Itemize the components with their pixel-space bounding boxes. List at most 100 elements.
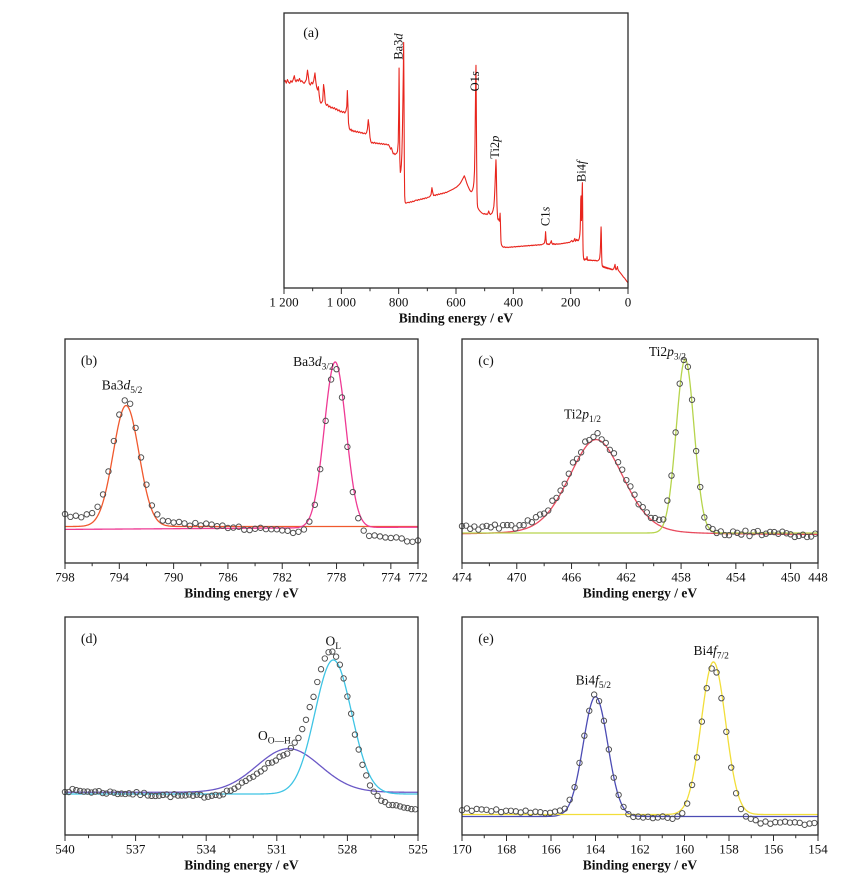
data-point xyxy=(625,810,632,818)
data-point xyxy=(581,732,588,739)
tick-label: 160 xyxy=(675,842,695,857)
data-point xyxy=(67,513,74,521)
peak-annotation: Ba3d xyxy=(392,33,406,60)
data-point xyxy=(725,531,733,539)
data-point xyxy=(639,503,646,511)
data-point xyxy=(370,788,377,795)
data-point xyxy=(325,649,332,656)
data-point xyxy=(557,487,564,494)
data-point xyxy=(571,784,578,791)
data-point xyxy=(99,789,106,797)
data-point xyxy=(310,693,317,700)
x-axis-ticks xyxy=(283,288,629,294)
data-point xyxy=(78,514,85,521)
tick-label: 466 xyxy=(562,570,582,585)
data-point xyxy=(84,788,91,795)
data-point xyxy=(276,753,283,760)
peak-label: Ti2p3/2 xyxy=(649,344,686,363)
data-point xyxy=(193,791,200,798)
data-point xyxy=(322,417,329,425)
data-point xyxy=(600,717,608,725)
data-point xyxy=(300,526,308,533)
data-point xyxy=(582,438,589,445)
data-point xyxy=(664,497,671,504)
tick-label: 600 xyxy=(446,295,466,310)
data-point xyxy=(155,792,163,799)
data-point xyxy=(306,518,313,525)
data-point xyxy=(742,527,749,534)
data-point xyxy=(746,532,753,540)
plot-frame xyxy=(64,338,419,564)
tick-label: 537 xyxy=(126,842,146,857)
data-point xyxy=(400,804,408,811)
data-point xyxy=(540,510,548,517)
data-point xyxy=(366,782,374,789)
data-point xyxy=(619,466,626,473)
data-point xyxy=(262,525,270,533)
data-point xyxy=(182,792,189,799)
data-point xyxy=(159,517,166,524)
tick-label: 790 xyxy=(164,570,184,585)
data-point xyxy=(590,433,597,441)
data-point xyxy=(701,514,708,521)
data-point xyxy=(462,522,470,529)
data-point xyxy=(479,523,486,530)
data-point xyxy=(693,754,701,761)
data-point xyxy=(235,783,242,790)
peak-label: Ti2p1/2 xyxy=(564,407,601,426)
data-point xyxy=(772,819,779,826)
data-point xyxy=(668,472,675,479)
data-point xyxy=(553,494,560,502)
data-point xyxy=(463,805,471,812)
data-point xyxy=(148,792,155,800)
data-point xyxy=(333,366,340,373)
data-point xyxy=(317,466,324,473)
data-point xyxy=(371,532,378,539)
data-point xyxy=(204,793,212,800)
panel-letter: (a) xyxy=(303,26,319,41)
data-point xyxy=(393,534,400,541)
data-point xyxy=(602,439,609,447)
data-point xyxy=(627,483,634,490)
data-point xyxy=(329,648,336,655)
data-point xyxy=(651,514,659,522)
data-point xyxy=(389,801,396,809)
data-point xyxy=(299,725,306,733)
data-point xyxy=(478,806,485,813)
data-point xyxy=(174,792,182,799)
fit-curve-2 xyxy=(65,659,418,795)
data-point xyxy=(272,757,280,764)
data-point xyxy=(65,788,72,796)
data-point xyxy=(317,666,325,673)
data-point xyxy=(569,459,577,466)
data-point xyxy=(219,791,227,798)
data-point xyxy=(126,400,134,407)
data-point xyxy=(493,806,500,813)
data-point xyxy=(72,512,80,519)
fit-curve-1 xyxy=(462,695,818,818)
data-point xyxy=(125,790,133,797)
data-point xyxy=(223,787,231,794)
data-point xyxy=(688,396,696,403)
data-point xyxy=(508,522,515,529)
data-point xyxy=(676,380,683,387)
data-point xyxy=(192,519,199,527)
tick-label: 1 000 xyxy=(327,295,356,310)
x-axis-ticks xyxy=(64,835,419,841)
data-point xyxy=(208,521,215,528)
plot-frame xyxy=(64,616,419,836)
data-point xyxy=(615,791,622,799)
panel-letter: (d) xyxy=(81,632,98,647)
tick-label: 458 xyxy=(671,570,691,585)
data-point xyxy=(721,531,729,539)
data-point xyxy=(709,525,716,533)
peak-label: Bi4f7/2 xyxy=(694,643,730,662)
data-point xyxy=(327,376,335,383)
data-point xyxy=(660,516,667,523)
data-point xyxy=(107,788,114,795)
data-point xyxy=(355,515,362,522)
tick-label: 166 xyxy=(541,842,561,857)
data-point xyxy=(586,436,593,444)
data-point xyxy=(528,519,536,526)
